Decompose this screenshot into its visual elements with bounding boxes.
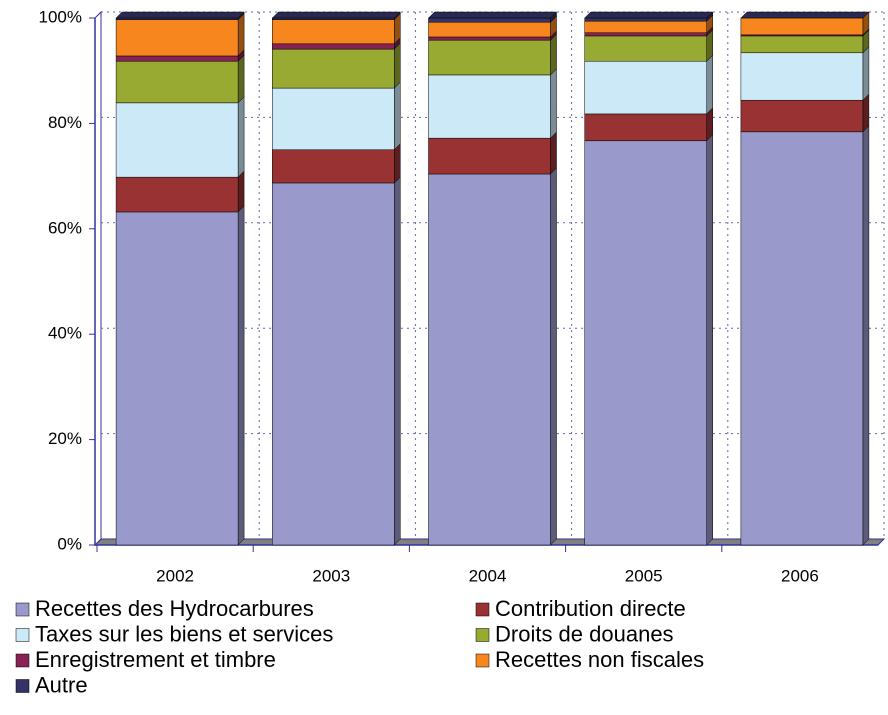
legend-swatch [15,602,30,617]
bar-segment [584,113,707,142]
bar-side [550,167,557,546]
bar-segment [115,102,239,178]
legend-swatch [15,679,30,693]
bar-side [862,46,870,101]
bar-segment [740,99,864,133]
legend-label: Droits de douanes [495,621,674,646]
bar-segment [115,55,239,62]
legend-label: Recettes des Hydrocarbures [35,596,314,621]
bar-segment [272,182,395,546]
bar-segment [584,60,707,115]
bar-segment [428,137,551,175]
bar-segment [272,19,395,45]
bar-side [237,96,245,178]
bar-side [394,176,401,546]
bar-side [862,93,870,133]
legend-label: Enregistrement et timbre [35,647,276,672]
bar-segment [428,173,551,546]
bar-segment [115,211,239,546]
bar-side [862,125,870,546]
bar-segment [115,19,239,57]
legend-swatch [475,653,490,668]
bar-segment [272,48,395,89]
legend-swatch [15,628,30,642]
y-tick-label: 100% [39,7,82,26]
bar-segment [584,35,707,62]
bar-segment [584,20,707,34]
bar-side [237,12,245,57]
bar-top [271,11,401,19]
bar-segment [272,43,395,50]
bar-side [550,131,557,175]
x-tick-label: 2004 [469,566,507,585]
bar-segment [428,21,551,38]
bar-top [115,11,245,19]
bar-top [740,11,870,19]
bar-segment [428,36,551,41]
bar-segment [272,149,395,184]
x-tick-label: 2002 [156,566,194,585]
legend-swatch [475,602,490,617]
bar-segment [584,32,707,37]
legend-label: Taxes sur les biens et services [35,621,333,646]
bar-segment [428,17,551,23]
side-wall [94,10,102,547]
x-tick-label: 2006 [781,566,819,585]
x-tick-label: 2003 [312,566,350,585]
bar-side [706,54,713,115]
bar-top [584,11,714,19]
bar-segment [584,140,707,546]
bar-segment [740,52,864,101]
bar-side [394,42,401,89]
bar-segment [740,17,864,36]
bar-segment [272,87,395,151]
bar-side [550,33,557,76]
bar-side [237,205,245,546]
bar-top [427,11,558,19]
bar-side [394,143,401,184]
bar-segment [740,131,864,546]
y-tick-label: 20% [48,429,82,448]
legend-label: Recettes non fiscales [495,647,704,672]
legend-label: Contribution directe [495,596,686,621]
y-tick-label: 60% [48,218,82,237]
bar-segment [428,39,551,76]
bar-segment [740,35,864,54]
bar-side [237,170,245,213]
bar-side [550,68,557,139]
y-tick-label: 40% [48,324,82,343]
bar-side [706,134,713,546]
bar-segment [428,74,551,139]
legend-swatch [15,653,30,668]
x-tick-label: 2005 [625,566,663,585]
bar-segment [115,60,239,104]
legend-swatch [475,628,490,642]
bar-segment [115,176,239,213]
y-tick-label: 80% [48,113,82,132]
y-tick-label: 0% [57,534,82,553]
legend-label: Autre [35,672,88,697]
bar-side [237,54,245,104]
bar-side [394,81,401,151]
bar-segment [584,17,707,22]
